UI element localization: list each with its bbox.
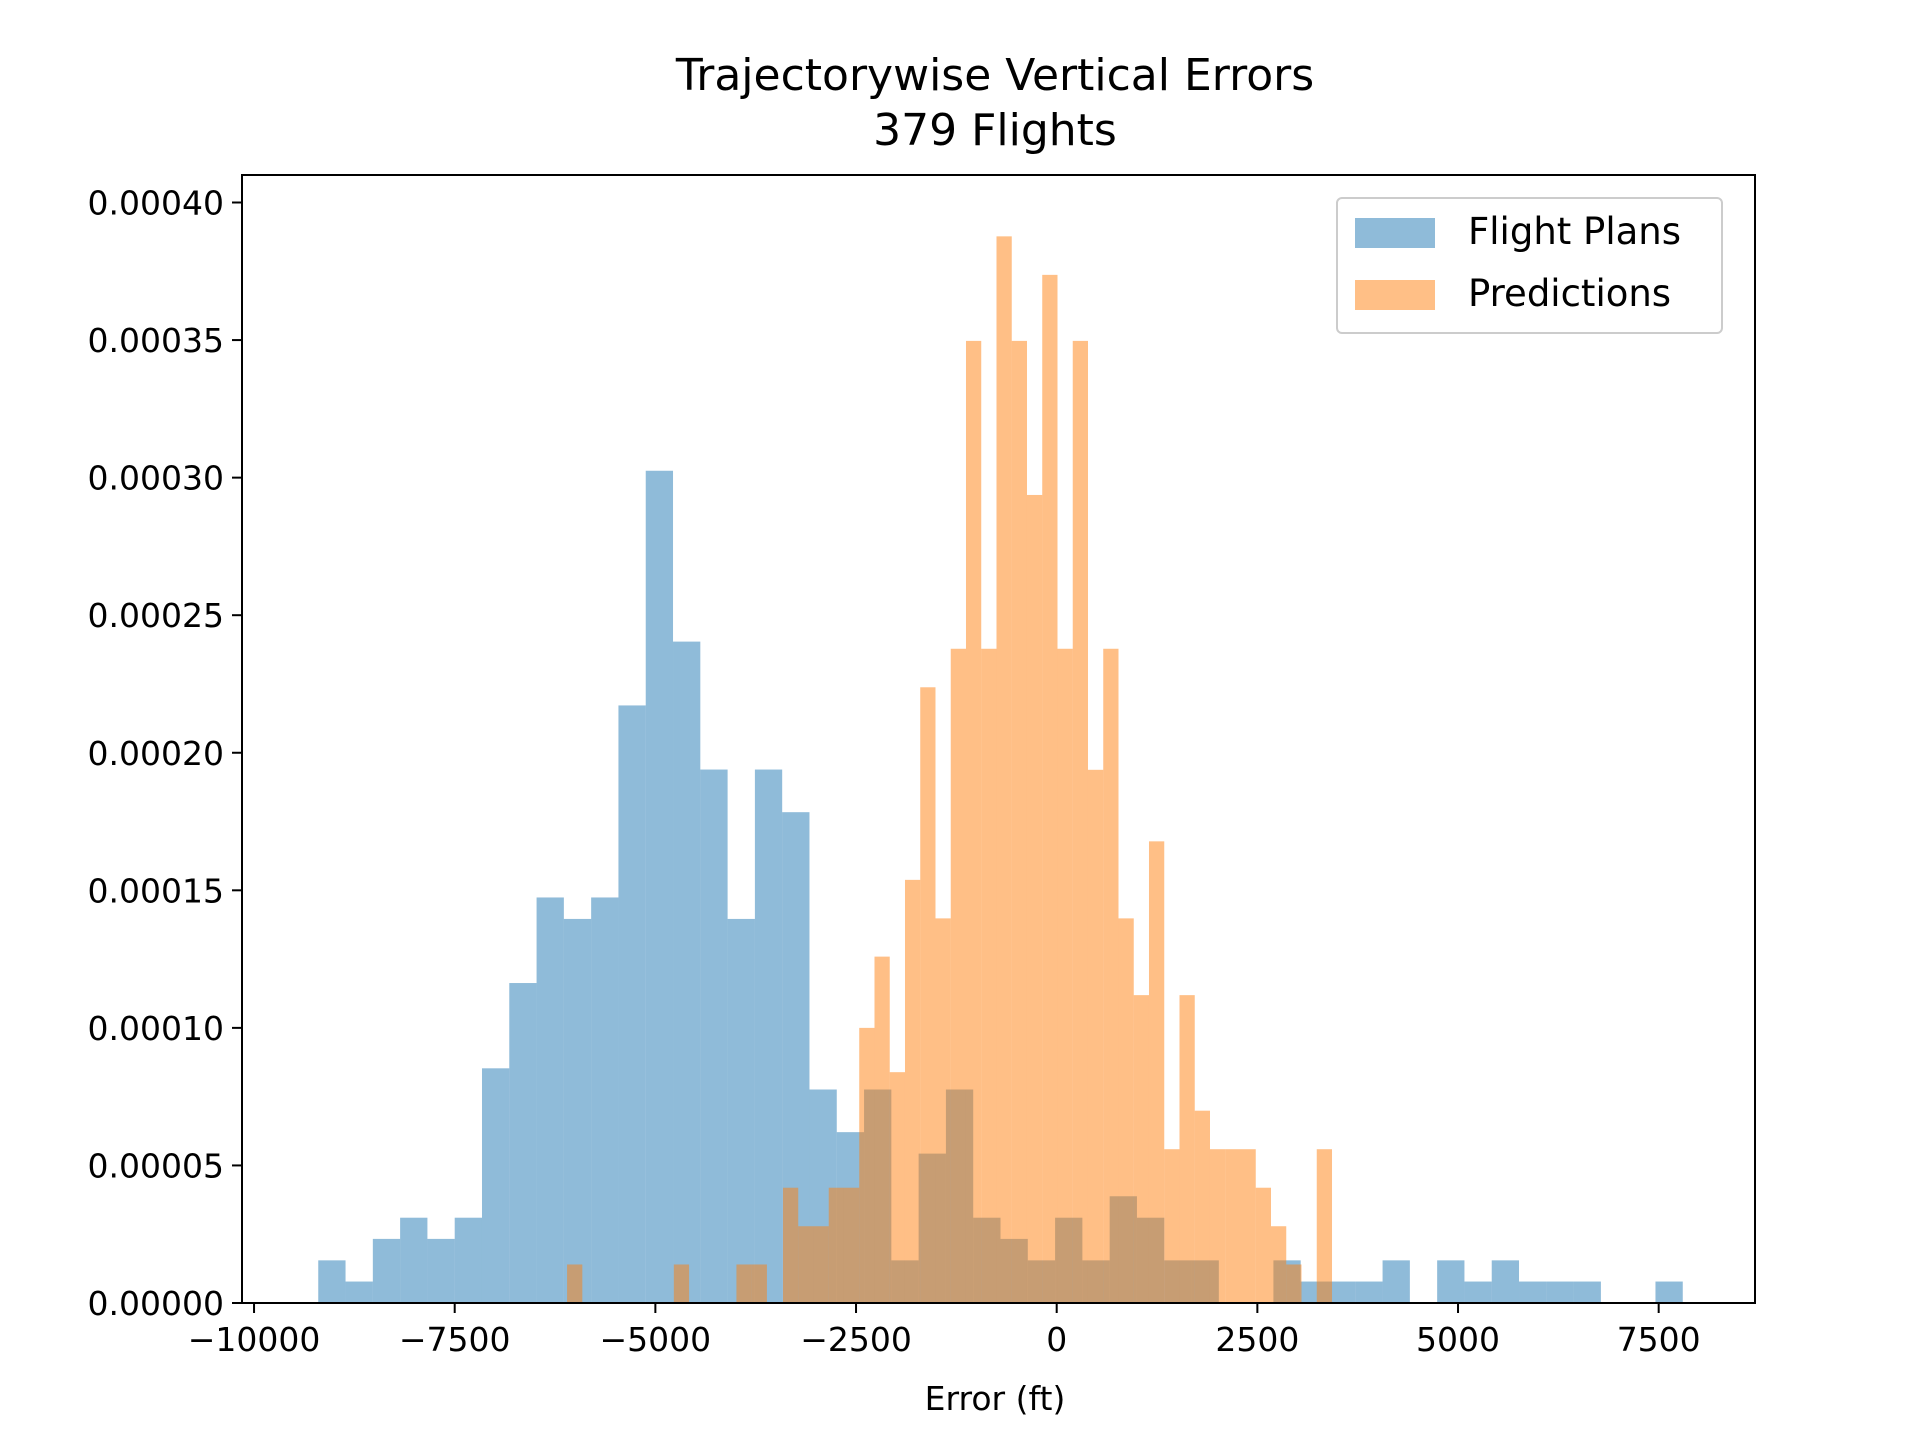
histogram-bar: [1118, 918, 1134, 1303]
histogram-bar: [454, 1217, 482, 1303]
x-tick-label: 5000: [1416, 1320, 1500, 1359]
x-tick-label: −5000: [600, 1320, 712, 1359]
histogram-bar: [1464, 1281, 1492, 1303]
histogram-bar: [1546, 1281, 1574, 1303]
histogram-bar: [874, 956, 890, 1303]
x-axis-ticks: −10000 −7500 −5000 −2500 0 2500 5000 7500: [188, 1303, 1701, 1359]
histogram-bar: [481, 1068, 510, 1303]
histogram-bar: [567, 1264, 583, 1303]
histogram-bar: [618, 705, 646, 1303]
histogram-bar: [981, 648, 997, 1303]
histogram-bar: [1573, 1281, 1601, 1303]
histogram-bar: [1255, 1187, 1272, 1303]
histogram-bar: [345, 1281, 373, 1303]
y-tick-label: 0.00020: [88, 734, 224, 773]
legend-label-predictions: Predictions: [1468, 272, 1671, 315]
histogram-bar: [318, 1260, 346, 1303]
histogram-bar: [1225, 1149, 1241, 1303]
histogram-bar: [372, 1238, 401, 1303]
histogram-bar: [798, 1226, 814, 1303]
histogram-bar: [1103, 648, 1119, 1303]
histogram-bar: [920, 687, 936, 1303]
histogram-bar: [673, 1264, 690, 1303]
histogram-bar: [1072, 340, 1088, 1303]
histogram-bar: [1194, 1110, 1210, 1303]
y-tick-label: 0.00025: [88, 596, 224, 635]
histogram-bar: [1437, 1260, 1465, 1303]
histogram-bar: [1316, 1149, 1333, 1303]
legend-swatch-flight-plans: [1355, 218, 1435, 248]
histogram-bar: [645, 470, 674, 1303]
histogram-bar: [843, 1187, 860, 1303]
y-tick-label: 0.00005: [88, 1146, 224, 1185]
histogram-bar: [427, 1238, 455, 1303]
histogram-bar: [1271, 1226, 1287, 1303]
histogram-bar: [1382, 1260, 1410, 1303]
histogram-bar: [700, 769, 728, 1303]
histogram-bar: [1286, 1264, 1302, 1303]
histogram-bar: [1240, 1149, 1256, 1303]
x-axis-label: Error (ft): [925, 1379, 1066, 1418]
histogram-bar: [965, 340, 982, 1303]
y-tick-label: 0.00000: [88, 1284, 224, 1323]
histogram-bar: [889, 1072, 905, 1303]
histogram-bar: [935, 918, 951, 1303]
y-tick-label: 0.00030: [88, 459, 224, 498]
x-tick-label: −2500: [800, 1320, 912, 1359]
histogram-bar: [1355, 1281, 1383, 1303]
histogram-bar: [591, 897, 619, 1303]
histogram-bar: [1164, 1149, 1180, 1303]
histogram-bar: [996, 236, 1012, 1304]
histogram-bar: [1655, 1281, 1683, 1303]
y-axis-ticks: 0.00000 0.00005 0.00010 0.00015 0.00020 0.000…: [88, 184, 242, 1323]
x-tick-label: 7500: [1617, 1320, 1701, 1359]
histogram-bar: [751, 1264, 767, 1303]
legend: Flight Plans Predictions: [1336, 197, 1723, 334]
histogram-bar: [1148, 841, 1165, 1303]
histogram-bar: [950, 648, 966, 1303]
y-tick-label: 0.00035: [88, 321, 224, 360]
histogram-bar: [536, 897, 564, 1303]
histogram-bar: [1327, 1281, 1356, 1303]
histogram-bar: [754, 769, 783, 1303]
histogram-bar: [727, 918, 755, 1303]
histogram-bar: [1042, 274, 1058, 1303]
x-tick-label: −7500: [399, 1320, 511, 1359]
y-tick-label: 0.00040: [88, 184, 224, 223]
y-tick-label: 0.00015: [88, 871, 224, 910]
chart-subtitle: 379 Flights: [873, 105, 1117, 156]
histogram-bar: [1133, 995, 1149, 1303]
x-tick-label: 0: [1046, 1320, 1067, 1359]
histogram-bar: [1057, 648, 1073, 1303]
histogram-bar: [673, 641, 701, 1303]
histogram-bar: [400, 1217, 428, 1303]
plot-frame: [241, 174, 1756, 1304]
histogram-bar: [563, 918, 592, 1303]
histogram-bar: [828, 1187, 844, 1303]
histogram-bar: [859, 1027, 875, 1303]
y-tick-label: 0.00010: [88, 1009, 224, 1048]
histogram-bar: [813, 1226, 829, 1303]
legend-label-flight-plans: Flight Plans: [1468, 210, 1681, 253]
histogram-bar: [1011, 340, 1027, 1303]
x-tick-label: −10000: [188, 1320, 321, 1359]
histogram-bar: [782, 1187, 799, 1303]
histogram-bar: [904, 879, 921, 1303]
histogram-bar: [1209, 1149, 1226, 1303]
histogram-bar: [1179, 995, 1195, 1303]
histogram-bar: [509, 983, 537, 1303]
series-predictions: [567, 236, 1333, 1304]
histogram-bar: [736, 1264, 752, 1303]
histogram-bar: [1026, 494, 1043, 1304]
histogram-bar: [1519, 1281, 1547, 1303]
bars-layer: [318, 236, 1683, 1304]
legend-swatch-predictions: [1355, 280, 1435, 310]
chart-title: Trajectorywise Vertical Errors: [675, 50, 1314, 101]
histogram-bar: [1491, 1260, 1520, 1303]
histogram-bar: [1087, 769, 1104, 1303]
x-tick-label: 2500: [1215, 1320, 1299, 1359]
